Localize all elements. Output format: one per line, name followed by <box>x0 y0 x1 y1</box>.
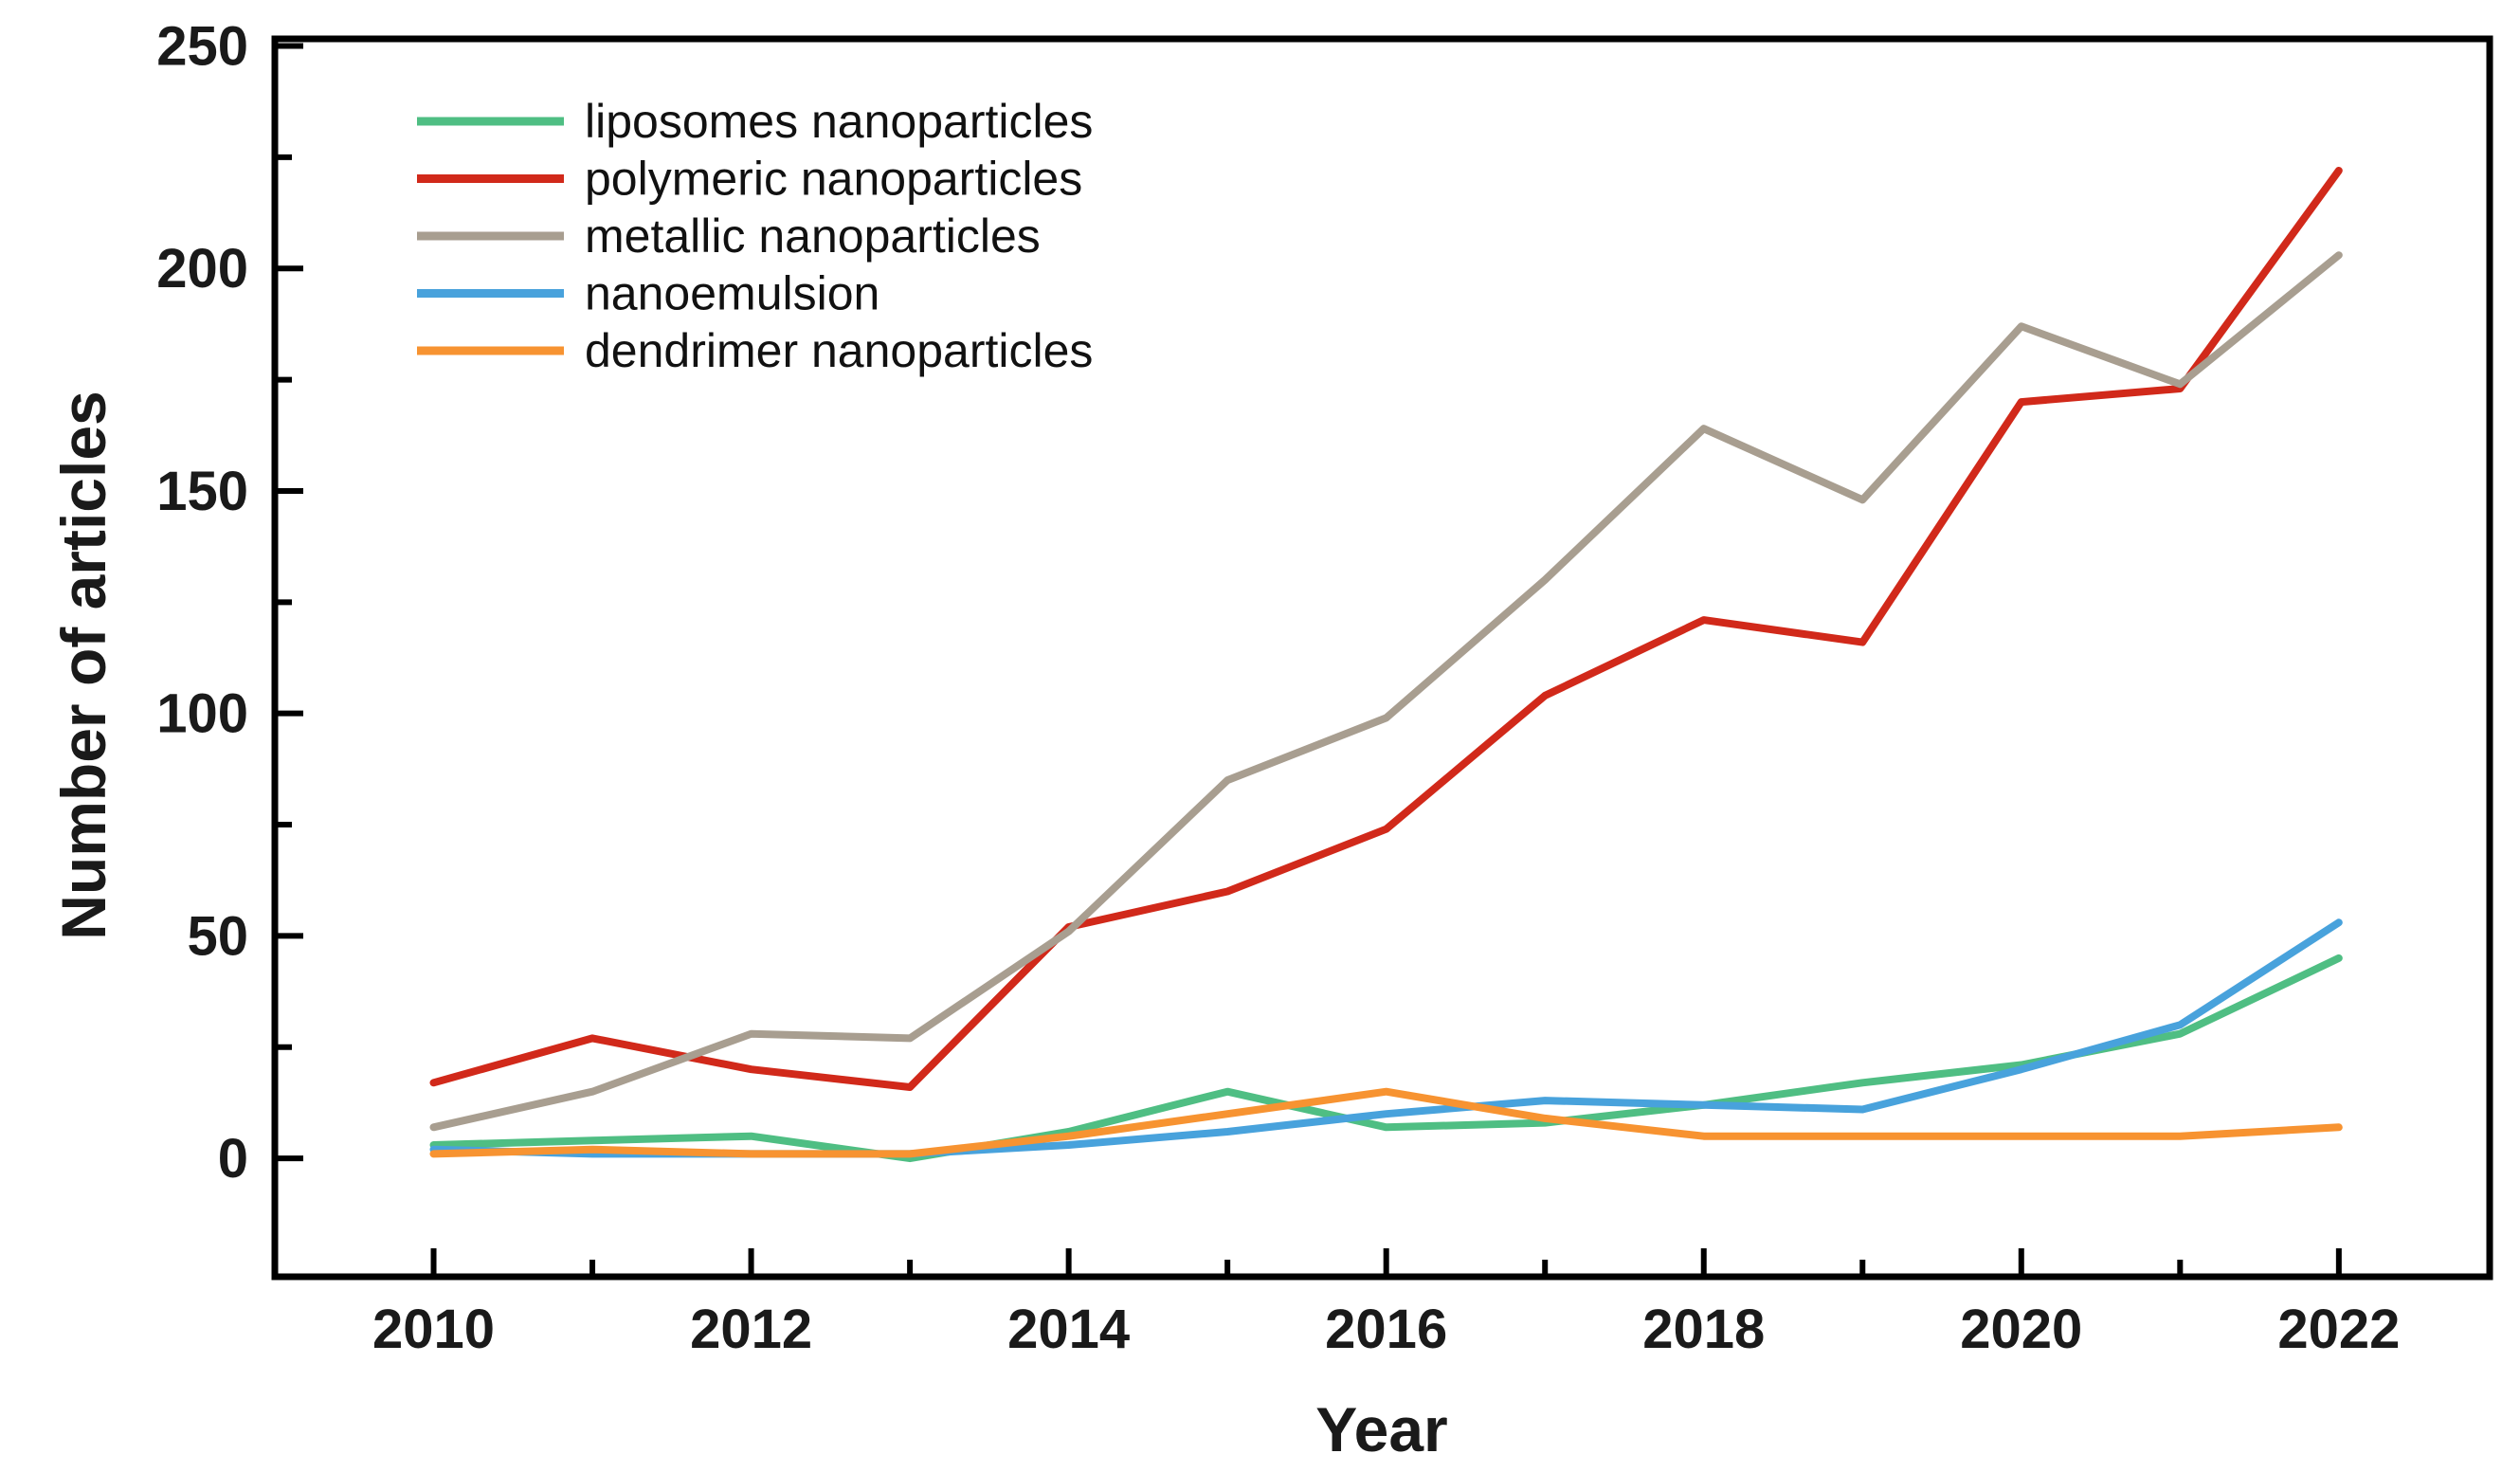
plot-frame <box>271 35 2493 1281</box>
x-tick-label: 2022 <box>2277 1299 2400 1360</box>
series-line-liposomes-nanoparticles <box>429 954 2343 1163</box>
y-tick-label: 150 <box>156 461 248 522</box>
series-line-dendrimer-nanoparticles <box>429 1087 2343 1158</box>
x-tick-label: 2018 <box>1642 1299 1765 1360</box>
x-tick-label: 2012 <box>690 1299 812 1360</box>
y-tick-label: 0 <box>218 1128 248 1190</box>
x-tick-label: 2010 <box>372 1299 495 1360</box>
x-tick-label: 2016 <box>1325 1299 1447 1360</box>
x-axis-title: Year <box>1315 1394 1448 1464</box>
x-tick-label: 2020 <box>1960 1299 2082 1360</box>
series-line-nanoemulsion <box>429 918 2343 1158</box>
y-tick-label: 250 <box>156 16 248 78</box>
legend-label-polymeric-nanoparticles: polymeric nanoparticles <box>585 153 1082 206</box>
x-tick-label: 2014 <box>1007 1299 1130 1360</box>
y-tick-label: 200 <box>156 238 248 300</box>
y-tick-label: 100 <box>156 683 248 745</box>
legend-label-nanoemulsion: nanoemulsion <box>585 267 879 320</box>
legend-label-dendrimer-nanoparticles: dendrimer nanoparticles <box>585 324 1093 377</box>
y-axis-title: Number of articles <box>48 391 118 940</box>
series-line-polymeric-nanoparticles <box>429 167 2343 1091</box>
y-tick-label: 50 <box>187 905 248 967</box>
series-line-metallic-nanoparticles <box>429 251 2343 1132</box>
legend-label-metallic-nanoparticles: metallic nanoparticles <box>585 209 1041 263</box>
legend-label-liposomes-nanoparticles: liposomes nanoparticles <box>585 95 1093 148</box>
